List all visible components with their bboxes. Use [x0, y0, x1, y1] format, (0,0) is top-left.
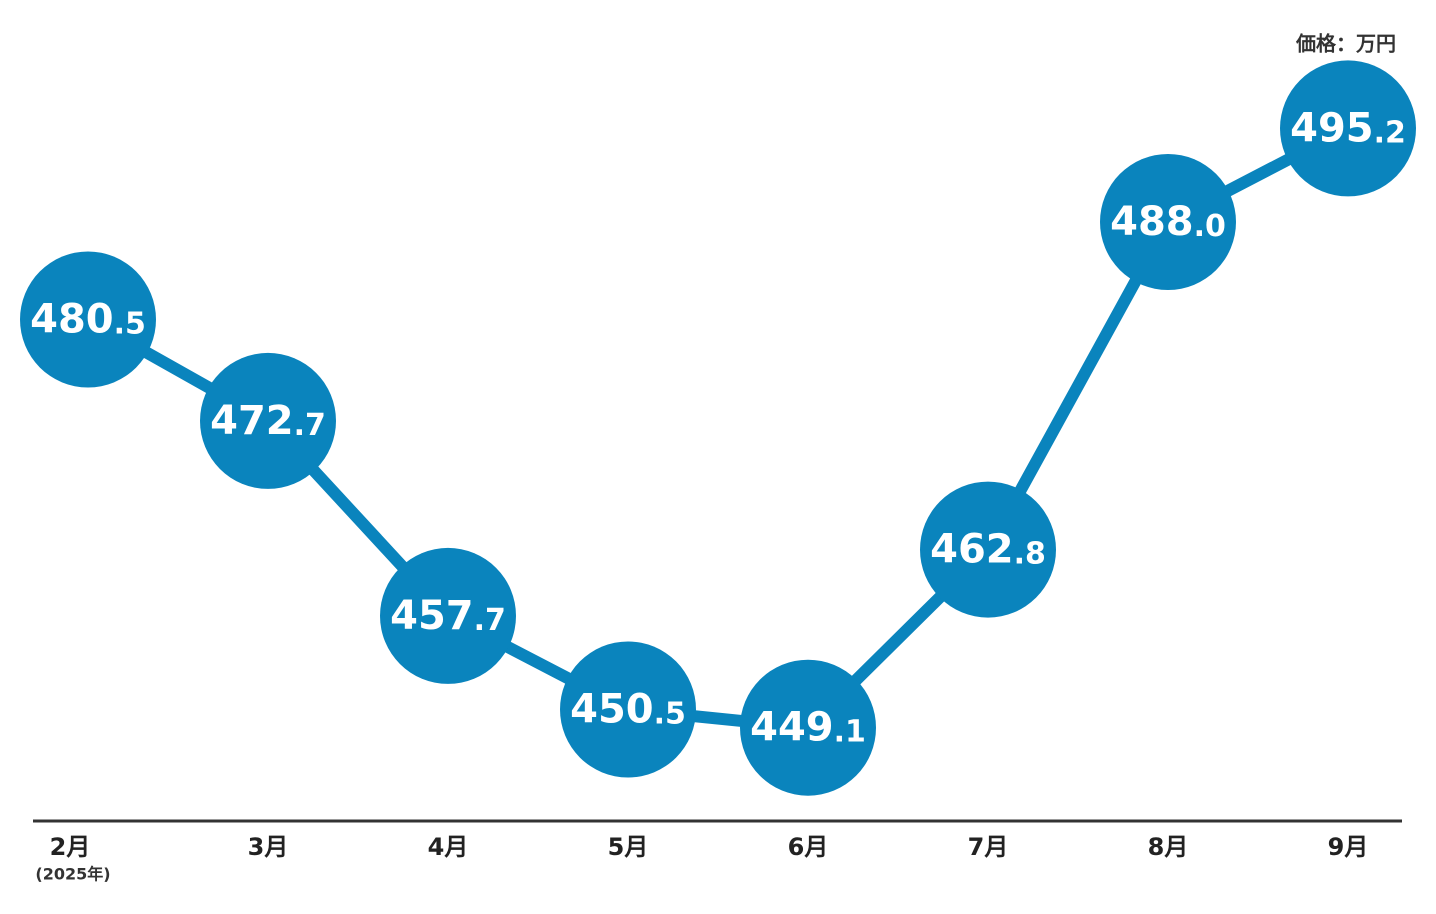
data-label: 449.1 [750, 705, 866, 751]
x-tick-label: 8月 [1148, 833, 1189, 861]
y-axis-unit: 価格：万円 [1295, 32, 1396, 56]
point [20, 251, 156, 388]
point [1100, 154, 1236, 290]
point [560, 641, 696, 778]
x-tick-label: 7月 [968, 833, 1009, 861]
data-label: 462.8 [930, 527, 1046, 573]
data-label: 488.0 [1110, 199, 1226, 245]
point [1280, 60, 1416, 197]
x-tick-label: 5月 [608, 833, 649, 861]
data-label: 450.5 [570, 687, 686, 733]
x-tick-label: 6月 [788, 833, 829, 861]
data-label: 495.2 [1290, 105, 1406, 151]
point [200, 352, 336, 489]
point [740, 659, 876, 796]
data-label: 457.7 [390, 593, 506, 639]
x-tick-label: 9月 [1328, 833, 1369, 861]
x-tick-label: 3月 [248, 833, 289, 861]
x-tick-label: 2月 [50, 833, 91, 861]
point [920, 481, 1056, 618]
x-tick-label: 4月 [428, 833, 469, 861]
x-note: (2025年) [35, 865, 110, 884]
data-label: 472.7 [210, 398, 326, 444]
point [380, 547, 516, 684]
data-label: 480.5 [30, 297, 146, 343]
